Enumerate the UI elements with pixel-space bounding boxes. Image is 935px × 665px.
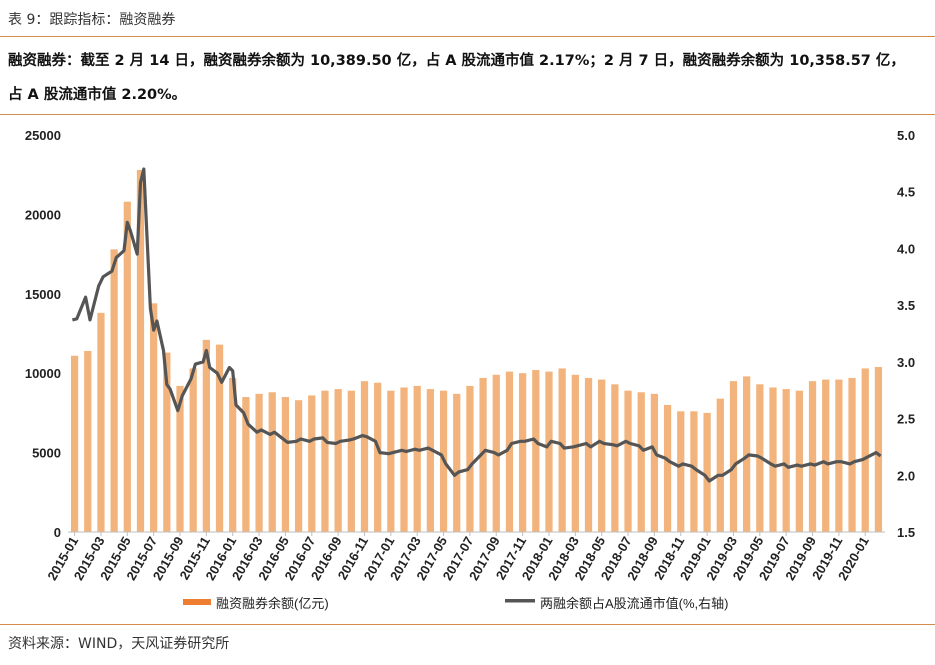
legend-line-label: 两融余额占A股流通市值(%,右轴) [540, 596, 729, 611]
bar [268, 392, 276, 532]
bar [874, 367, 883, 532]
bar [571, 374, 579, 532]
bar [729, 381, 738, 532]
right-tick-label: 4.0 [897, 241, 915, 256]
bar [123, 201, 131, 533]
legend-bar-swatch [183, 599, 211, 605]
bar [598, 379, 606, 532]
bar [400, 387, 408, 532]
bar [176, 385, 184, 532]
summary-line-1: 融资融券：截至 2 月 14 日，融资融券余额为 10,389.50 亿，占 A… [8, 53, 905, 69]
summary-text: 融资融券：截至 2 月 14 日，融资融券余额为 10,389.50 亿，占 A… [8, 44, 930, 112]
bar [321, 390, 329, 532]
bar [84, 350, 92, 532]
top-divider [0, 36, 935, 37]
bar [215, 344, 224, 532]
bar [163, 352, 171, 532]
bar [308, 395, 316, 532]
bar [835, 379, 843, 532]
left-tick-label: 25000 [25, 128, 61, 143]
bar [782, 389, 790, 532]
x-axis: 2015-012015-032015-052015-072015-092015-… [44, 531, 885, 583]
right-tick-label: 3.5 [897, 298, 915, 313]
bar [294, 400, 303, 532]
bar [281, 397, 290, 532]
bar [808, 381, 817, 532]
bar [347, 390, 355, 532]
right-tick-label: 2.0 [897, 468, 915, 483]
left-tick-label: 10000 [25, 366, 61, 381]
bar-series [70, 169, 883, 533]
bar [611, 384, 619, 532]
bar [624, 390, 632, 532]
bar [110, 249, 118, 532]
bar [136, 169, 145, 532]
source-note: 资料来源：WIND，天风证券研究所 [8, 636, 230, 652]
right-tick-label: 4.5 [897, 185, 915, 200]
bar [150, 303, 158, 532]
left-tick-label: 5000 [32, 446, 61, 461]
bar [822, 379, 830, 532]
bar [479, 377, 487, 532]
right-tick-label: 3.0 [897, 355, 915, 370]
bar [861, 368, 869, 532]
bar [97, 312, 105, 532]
bar [637, 392, 645, 532]
left-axis: 0 5000 10000 15000 20000 25000 [25, 128, 61, 540]
right-axis: 1.5 2.0 2.5 3.0 3.5 4.0 4.5 5.0 [897, 128, 915, 540]
bar [360, 381, 369, 532]
bar [558, 368, 566, 532]
bar [716, 398, 724, 532]
bar [334, 389, 342, 532]
legend-line-swatch [505, 599, 535, 603]
bottom-divider [0, 624, 935, 625]
bar [650, 393, 659, 532]
line-series [72, 167, 882, 483]
bar [387, 390, 395, 532]
bar [413, 385, 421, 532]
bar [663, 404, 672, 532]
bar [70, 355, 79, 532]
bar [189, 368, 197, 532]
bar [532, 370, 540, 532]
right-tick-label: 5.0 [897, 128, 915, 143]
margin-trading-chart: 0 5000 10000 15000 20000 25000 1.5 2.0 2.5 3.0 3.… [25, 128, 915, 611]
bar [242, 397, 250, 532]
bar [848, 377, 856, 532]
bar [677, 411, 685, 532]
bar [374, 382, 382, 532]
line-path [72, 167, 882, 483]
bar [584, 377, 593, 532]
bar [795, 390, 803, 532]
left-tick-label: 15000 [25, 287, 61, 302]
bar [202, 339, 210, 532]
left-tick-label: 20000 [25, 207, 61, 222]
table-title: 表 9：跟踪指标：融资融券 [8, 12, 176, 28]
bar [229, 377, 237, 532]
bar [690, 411, 698, 532]
bar [466, 385, 474, 532]
bar [703, 412, 711, 532]
summary-line-2: 占 A 股流通市值 2.20%。 [8, 87, 187, 103]
bar [426, 389, 435, 532]
right-tick-label: 1.5 [897, 525, 915, 540]
bar [769, 387, 777, 532]
bar [453, 393, 461, 532]
left-tick-label: 0 [54, 525, 61, 540]
bar [518, 373, 527, 532]
bar [545, 371, 553, 532]
bar [505, 371, 514, 532]
bar [255, 393, 263, 532]
bar [743, 376, 751, 532]
legend-bar-label: 融资融券余额(亿元) [216, 596, 329, 611]
legend: 融资融券余额(亿元) 两融余额占A股流通市值(%,右轴) [183, 596, 729, 611]
right-tick-label: 2.5 [897, 412, 915, 427]
summary-divider [0, 114, 935, 115]
